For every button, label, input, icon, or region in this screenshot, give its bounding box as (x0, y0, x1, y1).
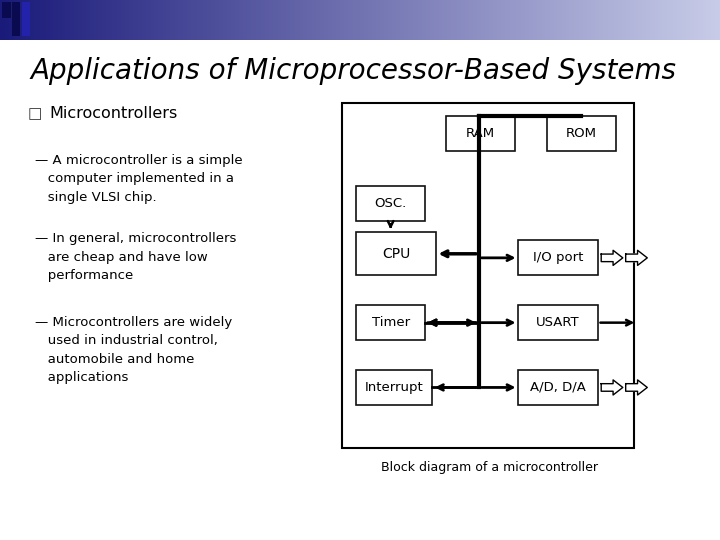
Bar (518, 240, 598, 275)
Text: CPU: CPU (382, 247, 410, 261)
Text: — In general, microcontrollers
   are cheap and have low
   performance: — In general, microcontrollers are cheap… (35, 232, 236, 282)
Bar (446, 116, 515, 151)
Bar (356, 305, 425, 340)
Bar (22, 2, 30, 36)
Bar (2, 2, 11, 18)
Polygon shape (601, 380, 623, 395)
Text: ROM: ROM (566, 127, 597, 140)
Text: Applications of Microprocessor-Based Systems: Applications of Microprocessor-Based Sys… (30, 57, 676, 85)
Polygon shape (626, 380, 647, 395)
Bar (518, 370, 598, 405)
Text: Microcontrollers: Microcontrollers (49, 106, 177, 121)
Bar (356, 186, 425, 221)
Text: Interrupt: Interrupt (365, 381, 423, 394)
Bar (12, 2, 20, 36)
Bar (356, 232, 436, 275)
Text: Timer: Timer (372, 316, 410, 329)
Bar (547, 116, 616, 151)
Text: Block diagram of a microcontroller: Block diagram of a microcontroller (381, 461, 598, 474)
Text: OSC.: OSC. (374, 197, 407, 211)
Text: — Microcontrollers are widely
   used in industrial control,
   automobile and h: — Microcontrollers are widely used in in… (35, 316, 232, 384)
Bar (356, 370, 432, 405)
Text: □: □ (27, 106, 42, 121)
Polygon shape (626, 251, 647, 266)
Text: — A microcontroller is a simple
   computer implemented in a
   single VLSI chip: — A microcontroller is a simple computer… (35, 154, 242, 204)
Polygon shape (601, 251, 623, 266)
Text: USART: USART (536, 316, 580, 329)
Text: RAM: RAM (466, 127, 495, 140)
Bar (518, 305, 598, 340)
Text: I/O port: I/O port (533, 251, 583, 265)
Text: A/D, D/A: A/D, D/A (530, 381, 586, 394)
Bar (342, 103, 634, 448)
